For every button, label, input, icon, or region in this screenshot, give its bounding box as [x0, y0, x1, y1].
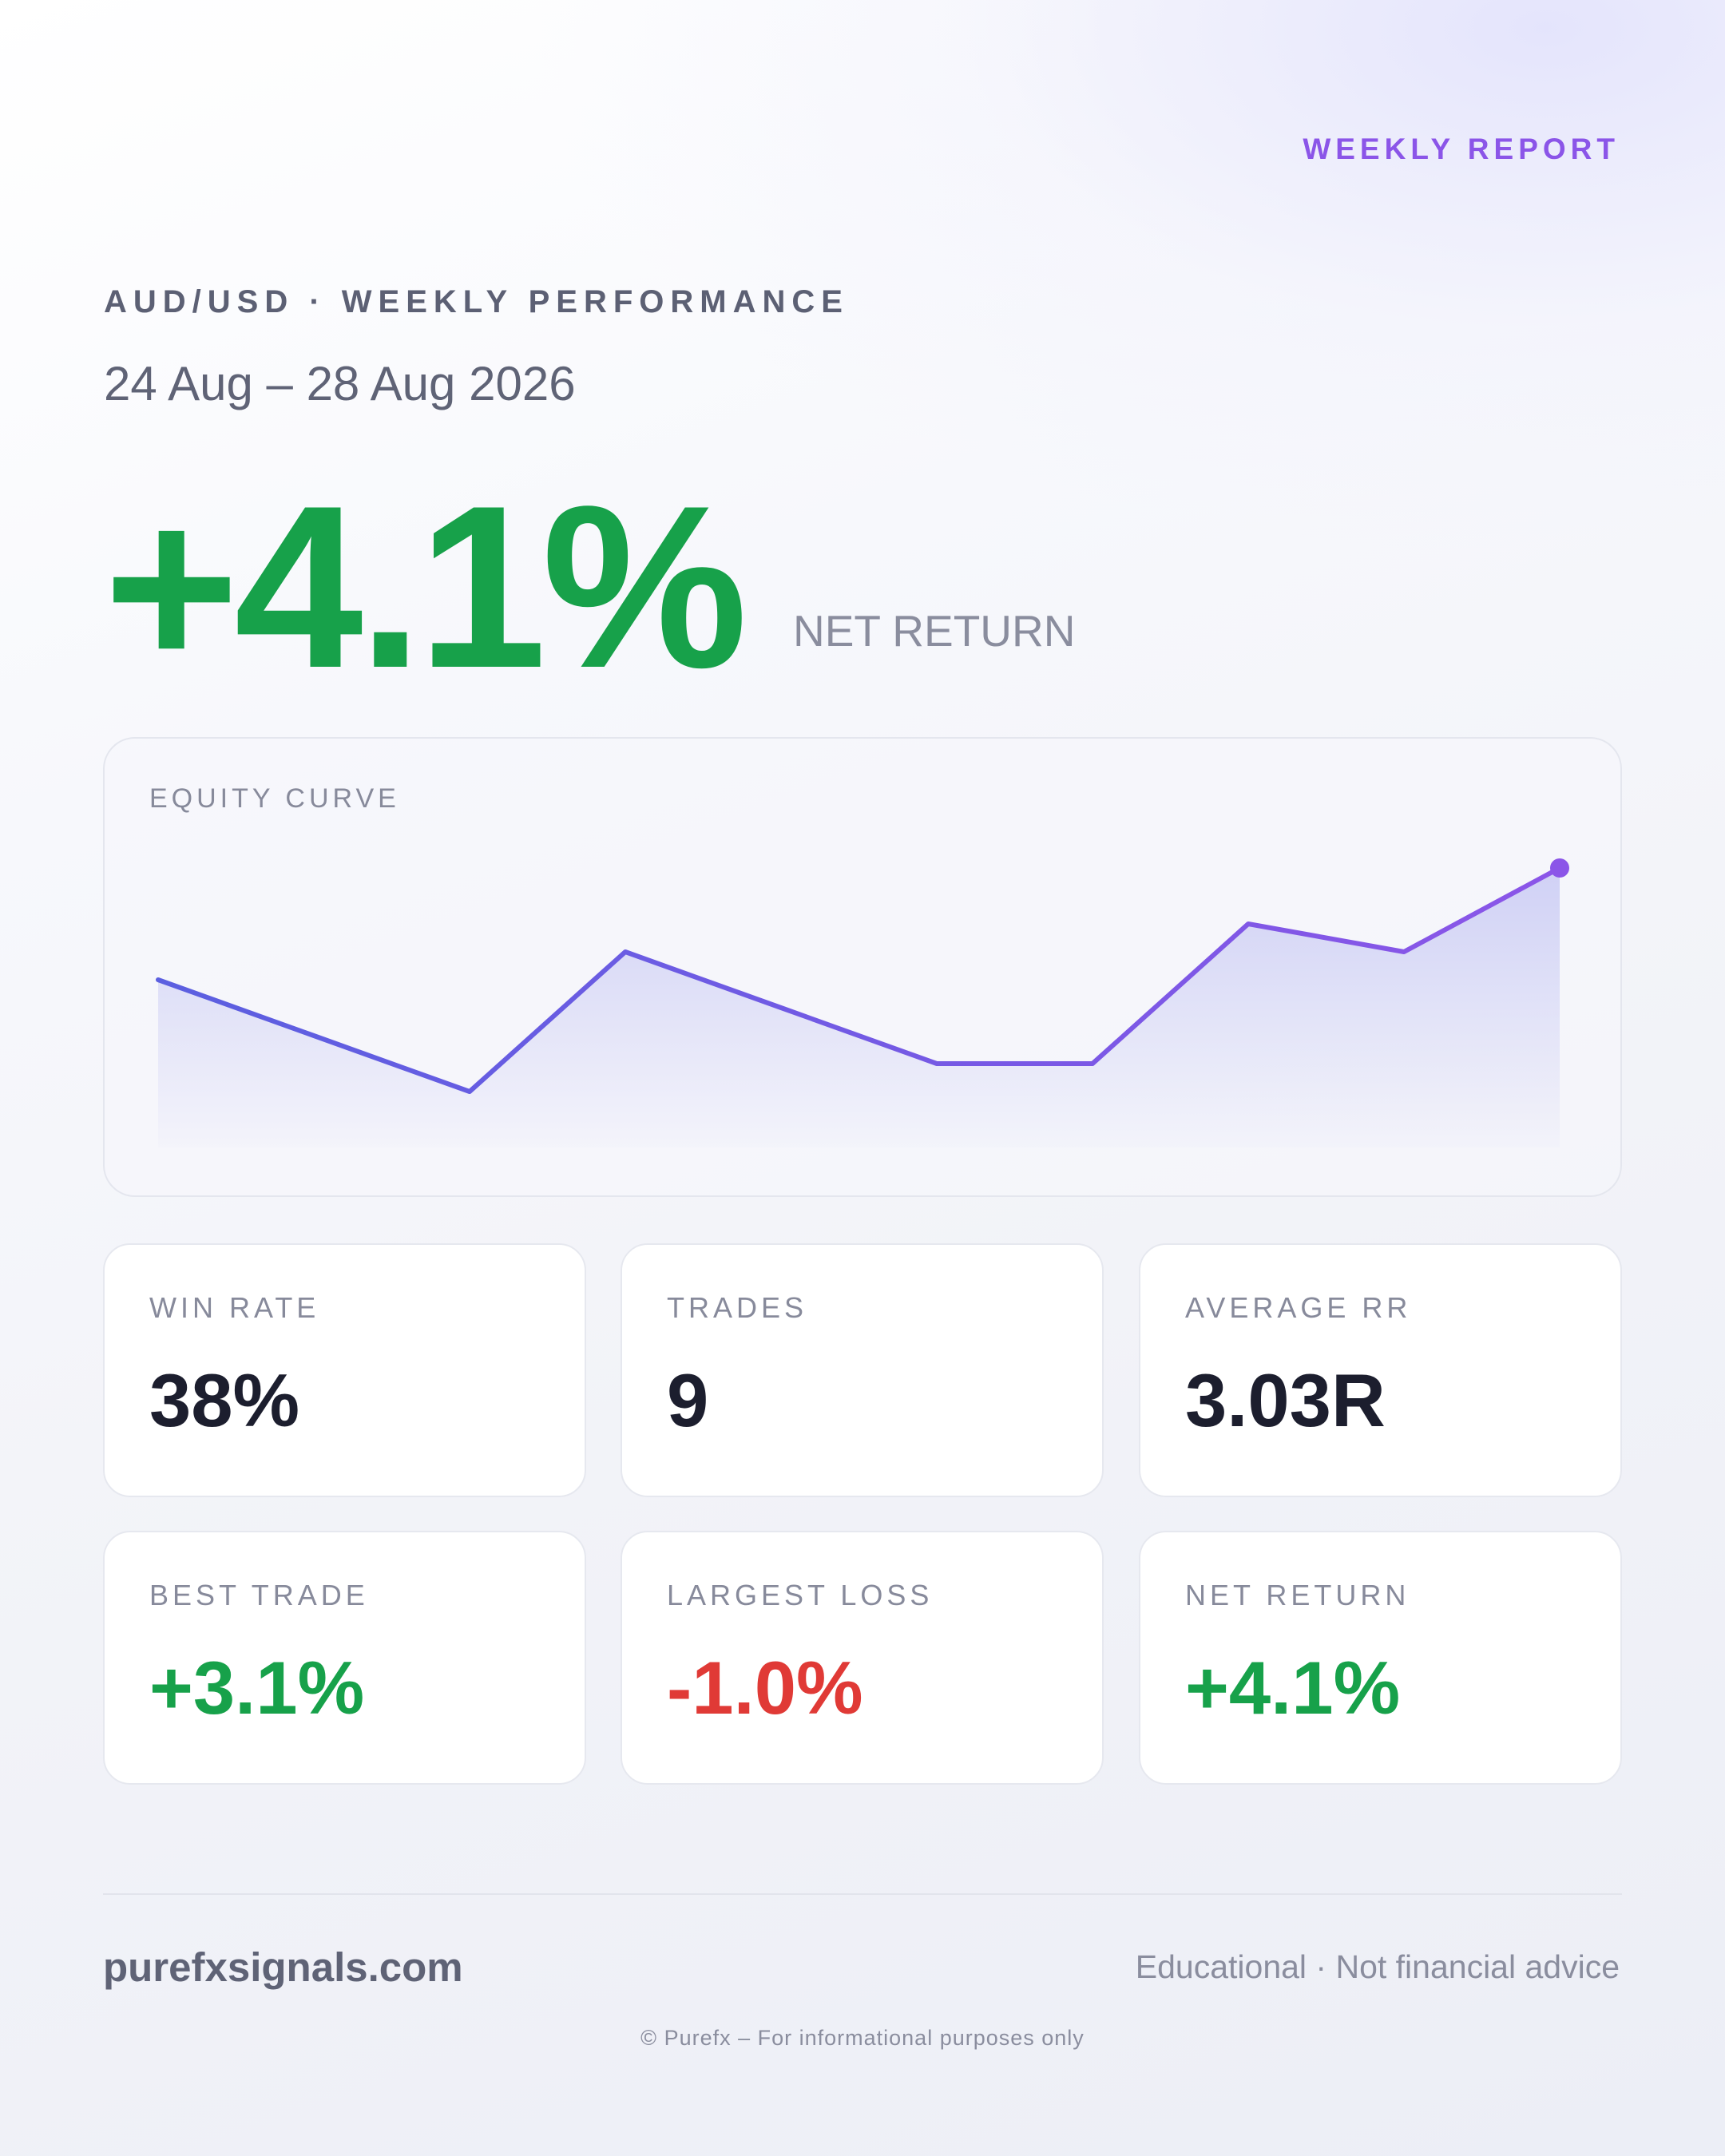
stat-label: AVERAGE RR	[1185, 1291, 1412, 1324]
stat-label: NET RETURN	[1185, 1579, 1410, 1611]
disclaimer: Educational · Not financial advice	[1135, 1948, 1620, 1985]
stat-value: +3.1%	[149, 1646, 365, 1730]
pair-heading: AUD/USD · WEEKLY PERFORMANCE	[104, 284, 849, 319]
equity-endpoint	[1550, 858, 1569, 878]
website-link[interactable]: purefxsignals.com	[103, 1944, 463, 1990]
stat-label: WIN RATE	[149, 1291, 320, 1324]
hero-net-return-label: NET RETURN	[793, 606, 1076, 656]
copyright: © Purefx – For informational purposes on…	[640, 2026, 1085, 2050]
stat-value: -1.0%	[667, 1646, 863, 1730]
hero-net-return-value: +4.1%	[104, 458, 748, 716]
equity-curve-card: EQUITY CURVE	[103, 737, 1622, 1197]
stat-card-win-rate: WIN RATE 38%	[103, 1243, 586, 1497]
equity-curve-chart	[156, 858, 1569, 1147]
stat-card-best-trade: BEST TRADE +3.1%	[103, 1531, 586, 1785]
report-type-tag: WEEKLY REPORT	[1303, 133, 1620, 165]
stat-label: BEST TRADE	[149, 1579, 369, 1611]
stat-card-average-rr: AVERAGE RR 3.03R	[1139, 1243, 1622, 1497]
footer-divider	[103, 1893, 1622, 1895]
chart-title: EQUITY CURVE	[149, 783, 400, 814]
stat-label: TRADES	[667, 1291, 808, 1324]
equity-area-fill	[158, 868, 1560, 1147]
stat-label: LARGEST LOSS	[667, 1579, 934, 1611]
date-range: 24 Aug – 28 Aug 2026	[104, 357, 576, 410]
stat-value: 38%	[149, 1358, 300, 1442]
stat-card-trades: TRADES 9	[621, 1243, 1104, 1497]
stat-value: +4.1%	[1185, 1646, 1401, 1730]
stat-value: 3.03R	[1185, 1358, 1386, 1442]
stat-card-net-return: NET RETURN +4.1%	[1139, 1531, 1622, 1785]
equity-line	[156, 866, 1562, 1094]
stat-card-largest-loss: LARGEST LOSS -1.0%	[621, 1531, 1104, 1785]
stat-value: 9	[667, 1358, 709, 1442]
